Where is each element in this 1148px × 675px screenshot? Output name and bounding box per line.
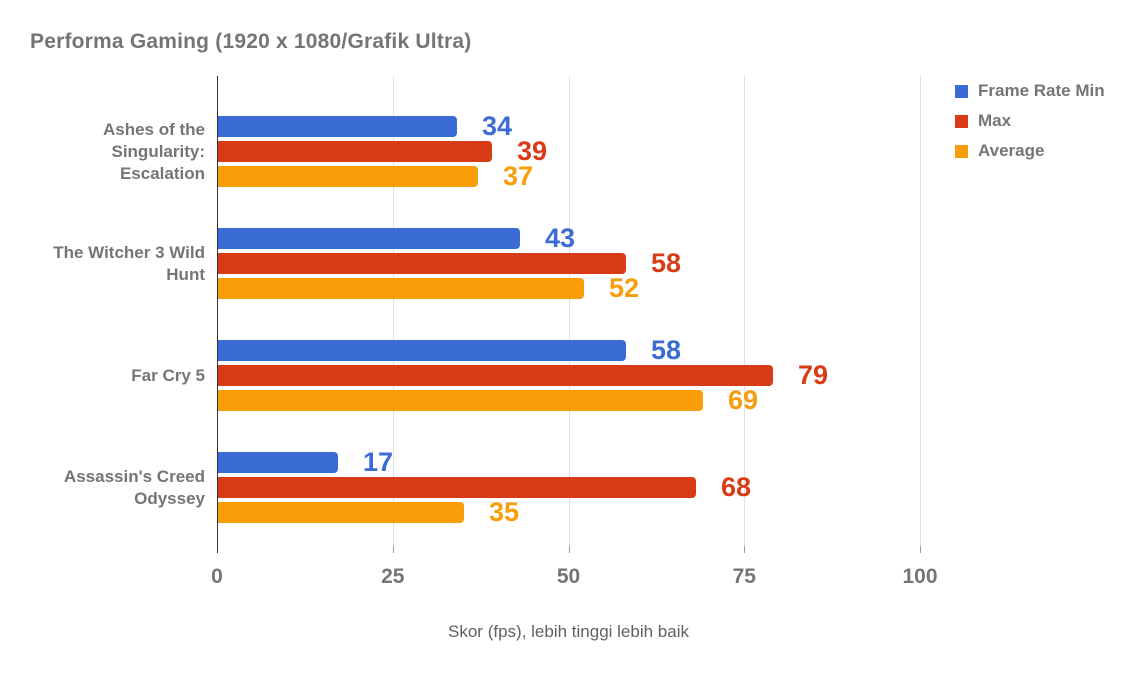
bar-frame-rate-min-the-witcher-3-wild-hunt xyxy=(218,228,520,249)
bar-frame-rate-min-assassin-s-creed-odyssey xyxy=(218,452,338,473)
gridline-75 xyxy=(744,76,746,546)
legend-swatch-frame-rate-min xyxy=(955,84,968,98)
x-tick-label-75: 75 xyxy=(732,565,756,588)
legend-item-frame-rate-min: Frame Rate Min xyxy=(955,81,1105,100)
category-label-line: Assassin's Creed xyxy=(63,467,205,486)
gridline-25 xyxy=(392,76,394,546)
bar-value-label: 69 xyxy=(728,385,759,415)
x-tick-label-25: 25 xyxy=(381,565,405,588)
bar-value-label: 68 xyxy=(721,472,752,502)
category-label-ashes-of-the-singularity-escalation: Ashes of the Singularity: Escalation xyxy=(20,119,205,185)
bar-value-label: 58 xyxy=(651,248,682,278)
y-axis-line xyxy=(217,76,218,546)
tick-mark-50 xyxy=(568,546,570,553)
bar-average-assassin-s-creed-odyssey xyxy=(218,502,464,523)
legend-item-max: Max xyxy=(955,111,1012,130)
category-label-line: Singularity: xyxy=(111,142,205,161)
legend-label-max: Max xyxy=(978,111,1012,130)
category-label-the-witcher-3-wild-hunt: The Witcher 3 Wild Hunt xyxy=(20,242,205,286)
tick-mark-0 xyxy=(217,546,218,553)
category-label-assassin-s-creed-odyssey: Assassin's Creed Odyssey xyxy=(20,466,205,510)
bar-max-assassin-s-creed-odyssey xyxy=(218,477,696,498)
category-label-line: Escalation xyxy=(119,164,205,183)
bar-max-the-witcher-3-wild-hunt xyxy=(218,253,626,274)
bar-average-ashes-of-the-singularity-escalation xyxy=(218,166,478,187)
tick-mark-25 xyxy=(392,546,394,553)
category-label-line: Hunt xyxy=(166,265,205,284)
bar-frame-rate-min-ashes-of-the-singularity-escalation xyxy=(218,116,457,137)
chart-title: Performa Gaming (1920 x 1080/Grafik Ultr… xyxy=(30,30,472,53)
category-label-line: Odyssey xyxy=(134,489,205,508)
legend-label-frame-rate-min: Frame Rate Min xyxy=(978,81,1105,100)
bar-value-label: 52 xyxy=(609,273,640,303)
category-label-far-cry-5: Far Cry 5 xyxy=(20,365,205,387)
bar-value-label: 34 xyxy=(482,111,513,141)
gridline-50 xyxy=(568,76,570,546)
bar-value-label: 37 xyxy=(503,161,534,191)
bar-average-the-witcher-3-wild-hunt xyxy=(218,278,584,299)
gridline-100 xyxy=(920,76,921,546)
bar-value-label: 17 xyxy=(363,447,394,477)
legend-item-average: Average xyxy=(955,141,1045,160)
category-label-line: Ashes of the xyxy=(102,120,205,139)
tick-mark-75 xyxy=(744,546,746,553)
category-label-line: Far Cry 5 xyxy=(131,366,205,385)
legend-swatch-average xyxy=(955,144,968,158)
category-label-line: The Witcher 3 Wild xyxy=(53,243,205,262)
bar-max-far-cry-5 xyxy=(218,365,773,386)
x-axis-title: Skor (fps), lebih tinggi lebih baik xyxy=(448,622,689,641)
bar-average-far-cry-5 xyxy=(218,390,703,411)
bar-frame-rate-min-far-cry-5 xyxy=(218,340,626,361)
bar-value-label: 58 xyxy=(651,335,682,365)
legend-swatch-max xyxy=(955,114,968,128)
bar-value-label: 39 xyxy=(517,136,548,166)
legend-label-average: Average xyxy=(978,141,1045,160)
bar-value-label: 35 xyxy=(489,497,520,527)
bar-value-label: 43 xyxy=(545,223,576,253)
tick-mark-100 xyxy=(920,546,921,553)
bar-value-label: 79 xyxy=(798,360,829,390)
x-tick-label-0: 0 xyxy=(211,565,223,588)
x-tick-label-100: 100 xyxy=(902,565,938,588)
x-tick-label-50: 50 xyxy=(556,565,581,588)
bar-max-ashes-of-the-singularity-escalation xyxy=(218,141,492,162)
